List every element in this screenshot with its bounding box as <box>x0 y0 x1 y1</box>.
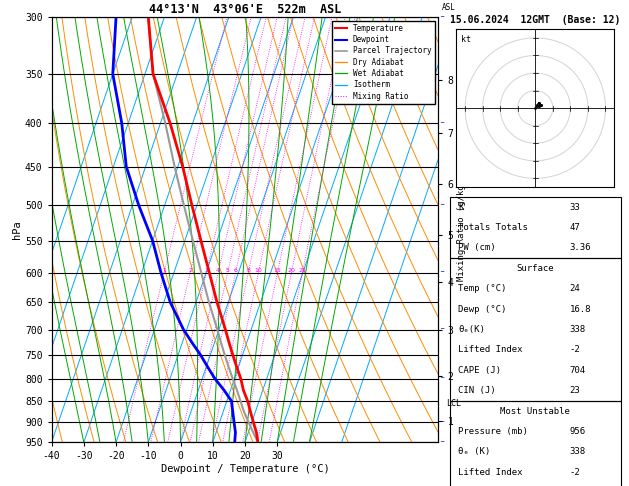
Text: Surface: Surface <box>516 264 554 273</box>
Y-axis label: hPa: hPa <box>12 220 22 239</box>
Text: PW (cm): PW (cm) <box>459 243 496 252</box>
Text: 10: 10 <box>255 268 262 273</box>
Text: km
ASL: km ASL <box>442 0 455 12</box>
Bar <box>450 258 621 401</box>
Text: Totals Totals: Totals Totals <box>459 223 528 232</box>
Text: θₑ(K): θₑ(K) <box>459 325 485 334</box>
Text: 24: 24 <box>569 284 580 293</box>
Text: CAPE (J): CAPE (J) <box>459 366 501 375</box>
Text: Lifted Index: Lifted Index <box>459 346 523 354</box>
Text: 3.36: 3.36 <box>569 243 591 252</box>
Text: -2: -2 <box>569 346 580 354</box>
Text: 8: 8 <box>247 268 250 273</box>
Text: ─: ─ <box>440 121 443 126</box>
Text: 6: 6 <box>233 268 238 273</box>
Text: 956: 956 <box>569 427 586 436</box>
Title: 44°13'N  43°06'E  522m  ASL: 44°13'N 43°06'E 522m ASL <box>149 3 341 16</box>
Text: 25: 25 <box>299 268 306 273</box>
Text: CIN (J): CIN (J) <box>459 386 496 395</box>
Text: LCL: LCL <box>446 399 461 408</box>
Text: 33: 33 <box>569 203 580 211</box>
Text: -2: -2 <box>569 468 580 477</box>
Text: 338: 338 <box>569 325 586 334</box>
Text: ─: ─ <box>440 376 443 382</box>
Text: 15: 15 <box>274 268 281 273</box>
Legend: Temperature, Dewpoint, Parcel Trajectory, Dry Adiabat, Wet Adiabat, Isotherm, Mi: Temperature, Dewpoint, Parcel Trajectory… <box>332 21 435 104</box>
Bar <box>450 401 621 486</box>
Text: 16.8: 16.8 <box>569 305 591 313</box>
Text: Pressure (mb): Pressure (mb) <box>459 427 528 436</box>
Text: ─: ─ <box>440 420 443 425</box>
Text: ─: ─ <box>440 203 443 208</box>
Text: 1: 1 <box>162 268 166 273</box>
Text: 20: 20 <box>287 268 295 273</box>
Text: 47: 47 <box>569 223 580 232</box>
Text: θₑ (K): θₑ (K) <box>459 447 491 456</box>
Text: 5: 5 <box>226 268 230 273</box>
Text: 4: 4 <box>216 268 220 273</box>
Text: 2: 2 <box>188 268 192 273</box>
Text: Lifted Index: Lifted Index <box>459 468 523 477</box>
Text: ─: ─ <box>440 327 443 332</box>
X-axis label: Dewpoint / Temperature (°C): Dewpoint / Temperature (°C) <box>160 464 330 474</box>
Text: ─: ─ <box>440 440 443 445</box>
Text: 15.06.2024  12GMT  (Base: 12): 15.06.2024 12GMT (Base: 12) <box>450 15 620 25</box>
Text: Most Unstable: Most Unstable <box>500 406 571 416</box>
Text: K: K <box>459 203 464 211</box>
Text: ─: ─ <box>440 15 443 19</box>
Text: ─: ─ <box>440 270 443 275</box>
Text: 338: 338 <box>569 447 586 456</box>
Text: Temp (°C): Temp (°C) <box>459 284 507 293</box>
Y-axis label: Mixing Ratio (g/kg): Mixing Ratio (g/kg) <box>457 178 467 281</box>
Text: kt: kt <box>461 35 471 45</box>
Text: Dewp (°C): Dewp (°C) <box>459 305 507 313</box>
Bar <box>450 197 621 258</box>
Text: 3: 3 <box>204 268 208 273</box>
Text: 23: 23 <box>569 386 580 395</box>
Text: 704: 704 <box>569 366 586 375</box>
